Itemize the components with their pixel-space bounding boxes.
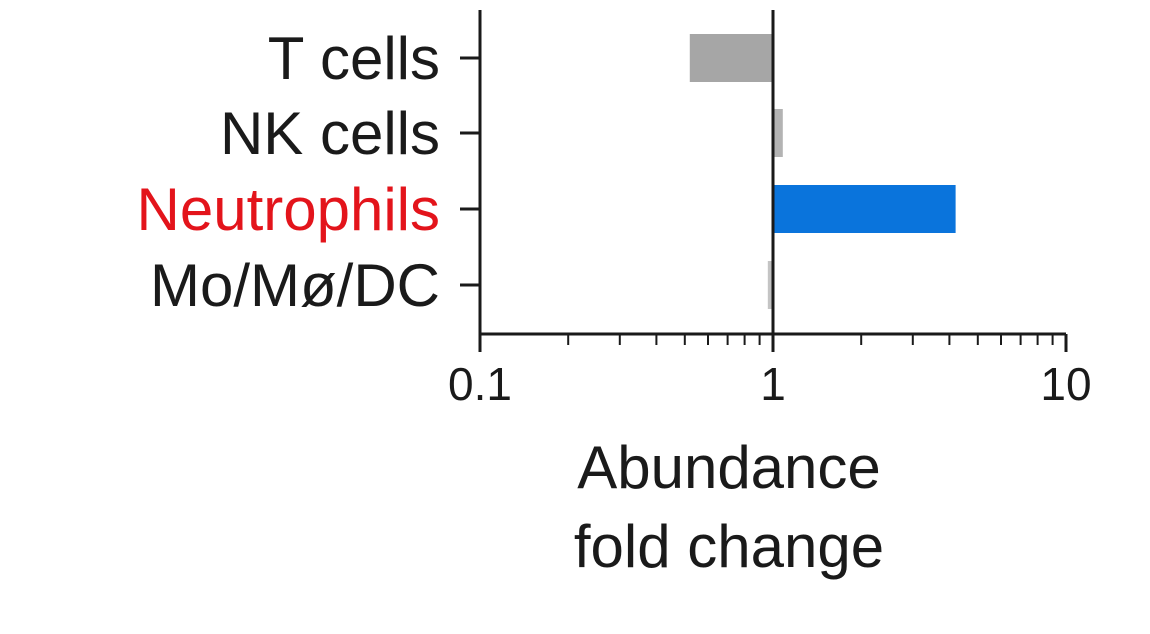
category-label-mo-m-dc: Mo/Mø/DC: [150, 252, 440, 319]
bar-mo-m-dc: [767, 261, 773, 309]
x-axis-title-line-2: fold change: [574, 513, 884, 580]
bars-layer: [689, 34, 956, 309]
bar-t-cells: [689, 34, 773, 82]
x-tick-label: 0.1: [448, 358, 512, 410]
category-labels-layer: T cells NK cells Neutrophils Mo/Mø/DC: [137, 25, 441, 319]
category-label-nk-cells: NK cells: [220, 100, 440, 167]
x-axis-title-line-1: Abundance: [577, 434, 881, 501]
category-label-neutrophils: Neutrophils: [137, 176, 441, 243]
bar-neutrophils: [773, 185, 956, 233]
category-label-t-cells: T cells: [268, 25, 440, 92]
x-ticks-layer: 0.1 1 10: [448, 334, 1092, 410]
x-tick-label: 1: [760, 358, 786, 410]
x-tick-label: 10: [1040, 358, 1091, 410]
bar-nk-cells: [773, 109, 783, 157]
